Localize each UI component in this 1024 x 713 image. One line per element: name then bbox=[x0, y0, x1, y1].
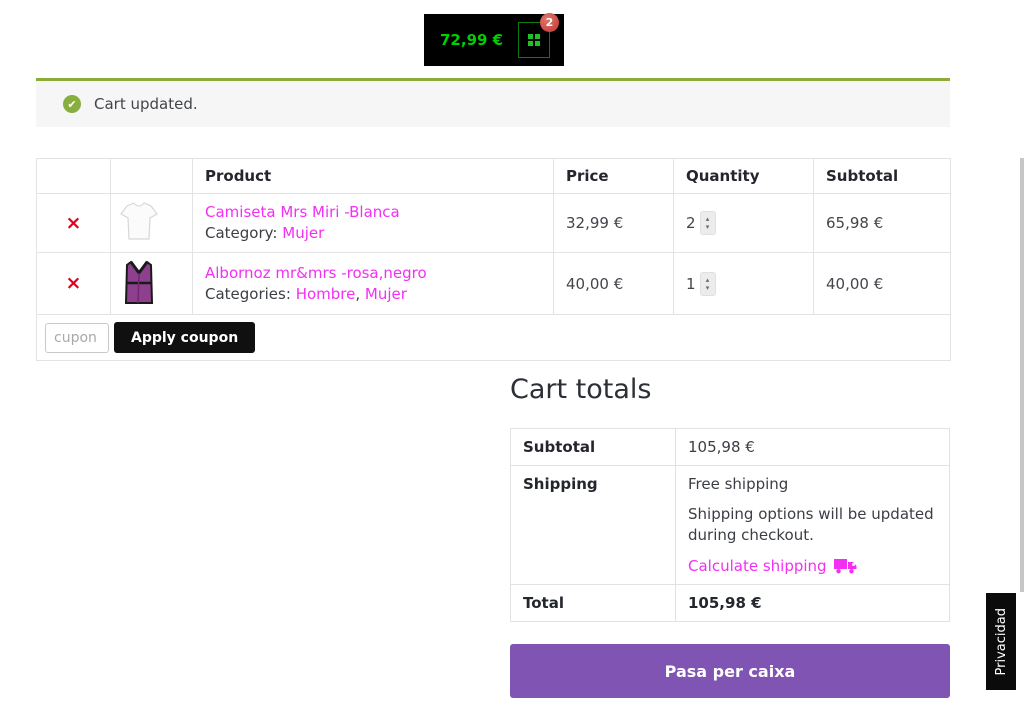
stepper-up-icon[interactable]: ▴ bbox=[705, 275, 710, 284]
cart-table: Product Price Quantity Subtotal × Camise… bbox=[36, 158, 951, 361]
truck-icon bbox=[833, 559, 857, 574]
subtotal-row: Subtotal 105,98 € bbox=[510, 428, 950, 466]
bathrobe-thumbnail[interactable] bbox=[118, 259, 160, 305]
item-price: 40,00 € bbox=[553, 252, 674, 315]
header-remove bbox=[36, 158, 111, 194]
shipping-label: Shipping bbox=[510, 465, 676, 585]
category-link[interactable]: Mujer bbox=[364, 284, 407, 303]
shipping-row: Shipping Free shipping Shipping options … bbox=[510, 465, 950, 585]
total-label: Total bbox=[510, 584, 676, 622]
header-price: Price bbox=[553, 158, 674, 194]
cart-updated-notice: ✔ Cart updated. bbox=[36, 78, 950, 127]
calculate-shipping-link[interactable]: Calculate shipping bbox=[688, 557, 857, 575]
stepper-down-icon[interactable]: ▾ bbox=[705, 283, 710, 292]
header-quantity: Quantity bbox=[673, 158, 814, 194]
cart-row-albornoz: × Albornoz mr&mrs -rosa,negro Categories… bbox=[36, 252, 951, 315]
quantity-value[interactable]: 1 bbox=[686, 274, 696, 293]
category-label: Categories: bbox=[205, 284, 296, 303]
cart-totals-title: Cart totals bbox=[510, 374, 652, 405]
shipping-method: Free shipping bbox=[688, 475, 789, 493]
calculate-shipping-label: Calculate shipping bbox=[688, 557, 827, 575]
cart-totals-section: Cart totals Subtotal 105,98 € Shipping F… bbox=[510, 374, 950, 698]
category-label: Category: bbox=[205, 224, 283, 242]
shipping-note: Shipping options will be updated during … bbox=[688, 505, 934, 544]
remove-item-button[interactable]: × bbox=[65, 211, 82, 234]
mini-cart[interactable]: 72,99 € 2 bbox=[424, 13, 564, 66]
coupon-input[interactable] bbox=[45, 322, 109, 353]
remove-item-button[interactable]: × bbox=[65, 272, 82, 294]
total-row: Total 105,98 € bbox=[510, 584, 950, 622]
category-separator: , bbox=[355, 284, 365, 303]
coupon-row: Apply coupon bbox=[36, 314, 951, 361]
stepper-up-icon[interactable]: ▴ bbox=[705, 215, 710, 223]
item-subtotal: 65,98 € bbox=[813, 193, 951, 253]
quantity-value[interactable]: 2 bbox=[686, 214, 696, 232]
quantity-stepper[interactable]: 2 ▴ ▾ bbox=[686, 211, 801, 235]
header-thumbnail bbox=[110, 158, 193, 194]
privacy-tab-label: Privacidad bbox=[993, 607, 1009, 676]
cart-table-header-row: Product Price Quantity Subtotal bbox=[36, 158, 951, 194]
cart-row-camiseta: × Camiseta Mrs Miri -Blanca Category: Mu… bbox=[36, 193, 951, 253]
quantity-stepper[interactable]: 1 ▴ ▾ bbox=[686, 271, 801, 296]
item-price: 32,99 € bbox=[553, 193, 674, 253]
cart-bag-icon[interactable]: 2 bbox=[518, 13, 559, 58]
stepper-arrows[interactable]: ▴ ▾ bbox=[699, 211, 716, 235]
header-product: Product bbox=[192, 158, 554, 194]
stepper-down-icon[interactable]: ▾ bbox=[705, 223, 710, 231]
mini-cart-total: 72,99 € bbox=[440, 31, 504, 49]
product-link[interactable]: Camiseta Mrs Miri -Blanca bbox=[205, 203, 400, 221]
cart-count-badge: 2 bbox=[540, 13, 559, 32]
privacy-tab[interactable]: Privacidad bbox=[986, 593, 1016, 690]
stepper-arrows[interactable]: ▴ ▾ bbox=[699, 271, 716, 296]
bag-pattern bbox=[528, 34, 540, 46]
scrollbar-thumb[interactable] bbox=[1020, 158, 1024, 592]
category-link[interactable]: Mujer bbox=[282, 224, 325, 242]
product-link[interactable]: Albornoz mr&mrs -rosa,negro bbox=[205, 263, 427, 282]
item-subtotal: 40,00 € bbox=[813, 252, 951, 315]
check-icon: ✔ bbox=[63, 95, 81, 113]
subtotal-value: 105,98 € bbox=[675, 428, 950, 466]
checkout-button[interactable]: Pasa per caixa bbox=[510, 644, 950, 698]
total-value: 105,98 € bbox=[675, 584, 950, 622]
apply-coupon-button[interactable]: Apply coupon bbox=[114, 322, 256, 353]
notice-text: Cart updated. bbox=[94, 95, 198, 113]
subtotal-label: Subtotal bbox=[510, 428, 676, 466]
cart-totals-table: Subtotal 105,98 € Shipping Free shipping… bbox=[510, 428, 950, 622]
category-link[interactable]: Hombre bbox=[295, 284, 356, 303]
header-subtotal: Subtotal bbox=[813, 158, 951, 194]
tshirt-thumbnail[interactable] bbox=[118, 200, 160, 242]
